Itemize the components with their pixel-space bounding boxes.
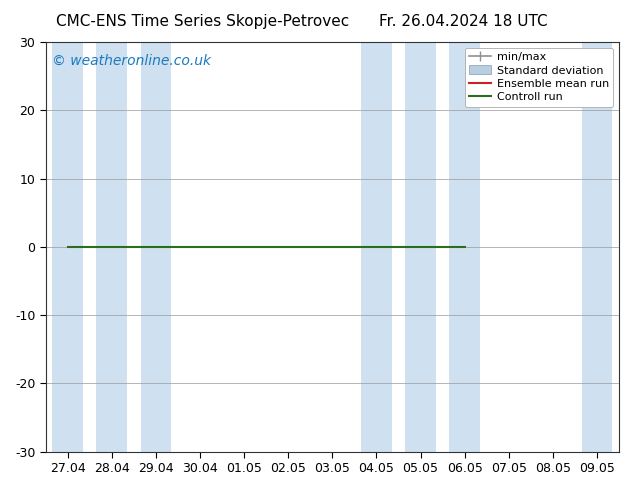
Bar — [405, 42, 436, 452]
Legend: min/max, Standard deviation, Ensemble mean run, Controll run: min/max, Standard deviation, Ensemble me… — [465, 48, 614, 107]
Bar — [361, 42, 392, 452]
Text: Fr. 26.04.2024 18 UTC: Fr. 26.04.2024 18 UTC — [378, 14, 547, 29]
Bar — [141, 42, 171, 452]
Bar — [96, 42, 127, 452]
Text: CMC-ENS Time Series Skopje-Petrovec: CMC-ENS Time Series Skopje-Petrovec — [56, 14, 349, 29]
Bar — [581, 42, 612, 452]
Text: © weatheronline.co.uk: © weatheronline.co.uk — [51, 54, 210, 68]
Bar — [53, 42, 83, 452]
Bar — [450, 42, 480, 452]
